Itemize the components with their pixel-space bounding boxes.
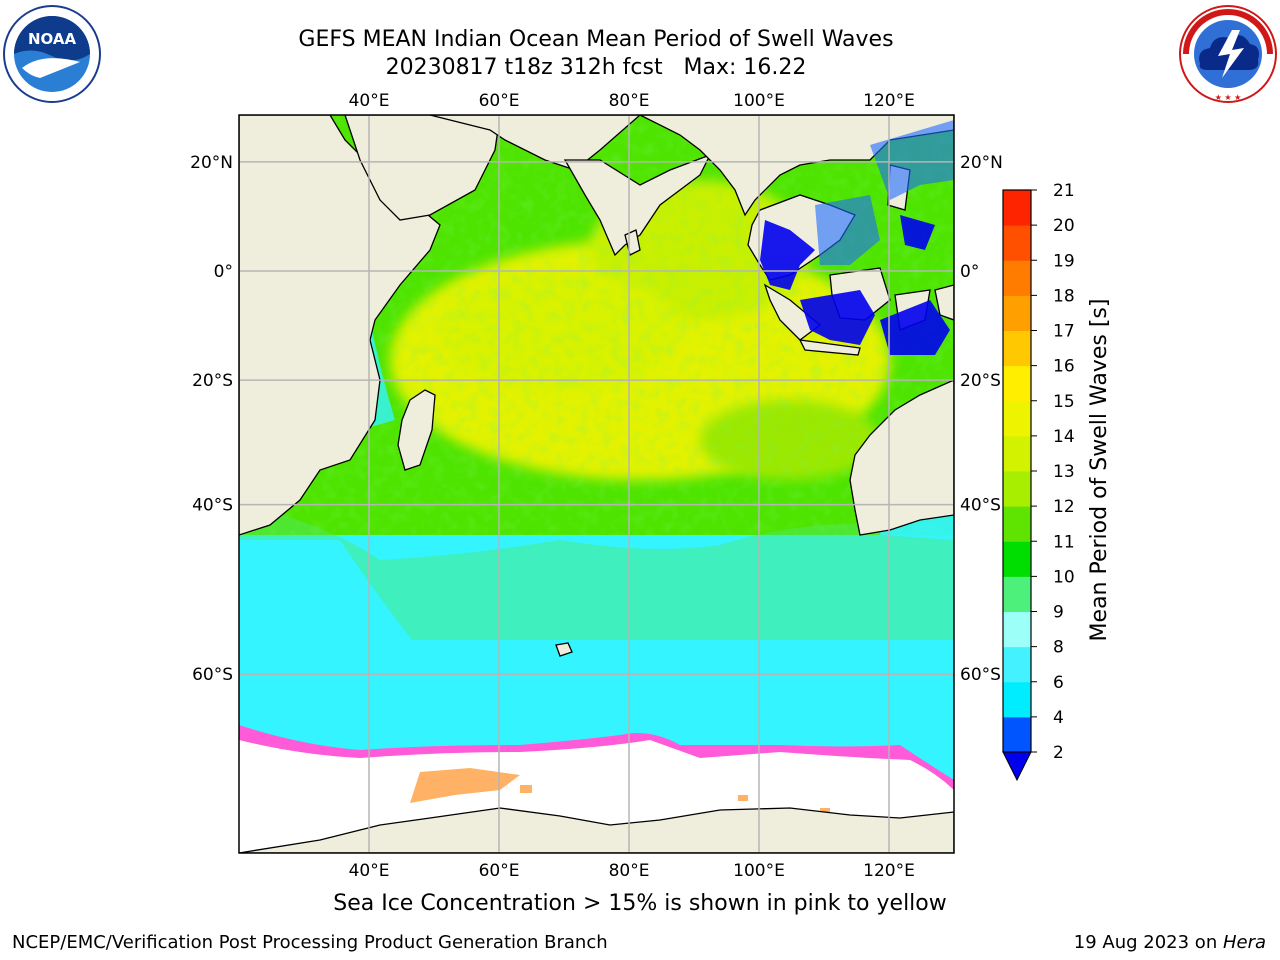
colorbar-segment: [1003, 365, 1031, 402]
colorbar-tick-label: 9: [1053, 603, 1064, 623]
y-tick-label-left: 40°S: [192, 496, 233, 516]
x-tick-label-top: 100°E: [733, 91, 785, 111]
y-tick-label-right: 60°S: [960, 665, 1001, 685]
sea-ice-caption: Sea Ice Concentration > 15% is shown in …: [333, 891, 947, 916]
noaa-logo: NOAA: [3, 5, 101, 103]
colorbar-segment: [1003, 646, 1031, 683]
x-tick-label-top: 40°E: [349, 91, 390, 111]
map-plot-area: [239, 115, 954, 853]
map-figure: 40°E 40°E 60°E 60°E 80°E 80°E 100°E 100°E 120°E 1…: [190, 91, 1112, 880]
colorbar-tick-label: 13: [1053, 462, 1075, 482]
colorbar-tick-label: 6: [1053, 673, 1064, 693]
x-tick-label-bottom: 120°E: [863, 861, 915, 880]
colorbar-segment: [1003, 576, 1031, 612]
map-frame: [238, 114, 955, 854]
colorbar-tick-label: 19: [1053, 251, 1075, 271]
colorbar-tick-label: 21: [1053, 181, 1075, 201]
colorbar: [1002, 189, 1032, 782]
y-tick-label-left: 60°S: [192, 665, 233, 685]
colorbar-extend-arrow: [1002, 751, 1032, 782]
y-tick-label-left: 20°N: [190, 153, 233, 173]
x-tick-label-top: 80°E: [609, 91, 650, 111]
colorbar-tick-label: 14: [1053, 427, 1075, 447]
x-tick-label-bottom: 60°E: [479, 861, 520, 880]
colorbar-segment: [1003, 330, 1031, 367]
x-tick-label-bottom: 80°E: [609, 861, 650, 880]
credit-line: NCEP/EMC/Verification Post Processing Pr…: [12, 932, 608, 953]
x-tick-label-bottom: 100°E: [733, 861, 785, 880]
colorbar-tick-label: 15: [1053, 392, 1075, 412]
colorbar-tick-label: 10: [1053, 567, 1075, 587]
x-tick-label-top: 120°E: [863, 91, 915, 111]
colorbar-segment: [1003, 400, 1031, 437]
gridlines: [239, 115, 954, 853]
machine-name: Hera: [1222, 932, 1266, 953]
colorbar-segment: [1003, 471, 1031, 507]
colorbar-tick-label: 12: [1053, 497, 1075, 517]
short-period-seas: [760, 215, 950, 355]
svg-text:★ ★ ★: ★ ★ ★: [1215, 93, 1242, 102]
colorbar-segment: [1003, 260, 1031, 296]
colorbar-tick-label: 20: [1053, 216, 1075, 236]
colorbar-tick-label: 18: [1053, 286, 1075, 306]
colorbar-segment: [1003, 541, 1031, 577]
y-tick-label-right: 0°: [960, 262, 979, 282]
colorbar-tick-label: 17: [1053, 322, 1075, 342]
colorbar-segment: [1003, 611, 1031, 648]
colorbar-segment: [1003, 295, 1031, 331]
colorbar-label: Mean Period of Swell Waves [s]: [1087, 299, 1112, 642]
y-tick-label-left: 0°: [214, 262, 233, 282]
colorbar-segment: [1003, 225, 1031, 261]
australia-landmass: [849, 379, 954, 536]
date-text: 19 Aug 2023 on: [1073, 932, 1223, 953]
y-tick-label-right: 20°N: [960, 153, 1003, 173]
y-tick-label-right: 40°S: [960, 496, 1001, 516]
colorbar-segment: [1003, 716, 1031, 753]
colorbar-tick-label: 11: [1053, 532, 1075, 552]
colorbar-segment: [1003, 681, 1031, 718]
y-tick-label-right: 20°S: [960, 371, 1001, 391]
colorbar-segment: [1003, 506, 1031, 542]
y-tick-label-left: 20°S: [192, 371, 233, 391]
date-line: 19 Aug 2023 on Hera: [1074, 932, 1266, 953]
chart-subtitle: 20230817 t18z 312h fcst Max: 16.22: [385, 55, 807, 80]
colorbar-tick-label: 16: [1053, 357, 1075, 377]
colorbar-tick-label: 2: [1053, 743, 1064, 763]
x-tick-label-top: 60°E: [479, 91, 520, 111]
antarctica-landmass: [239, 807, 954, 853]
madagascar-landmass: [397, 389, 436, 471]
colorbar-segment: [1003, 190, 1031, 226]
axis-labels: 40°E 40°E 60°E 60°E 80°E 80°E 100°E 100°E 120°E 1…: [190, 91, 1003, 880]
colorbar-tick-label: 4: [1053, 708, 1064, 728]
noaa-logo-text: NOAA: [28, 30, 77, 48]
nws-logo: ★ ★ ★: [1179, 5, 1277, 103]
colorbar-tick-label: 8: [1053, 638, 1064, 658]
india-landmass: [563, 153, 712, 257]
x-tick-label-bottom: 40°E: [349, 861, 390, 880]
colorbar-segment: [1003, 435, 1031, 472]
colorbar-ticks: 2 4 6 8 9 10 11 12 13 14 15 16 17 18 19 20 21: [1031, 181, 1075, 763]
chart-title: GEFS MEAN Indian Ocean Mean Period of Sw…: [298, 27, 894, 52]
